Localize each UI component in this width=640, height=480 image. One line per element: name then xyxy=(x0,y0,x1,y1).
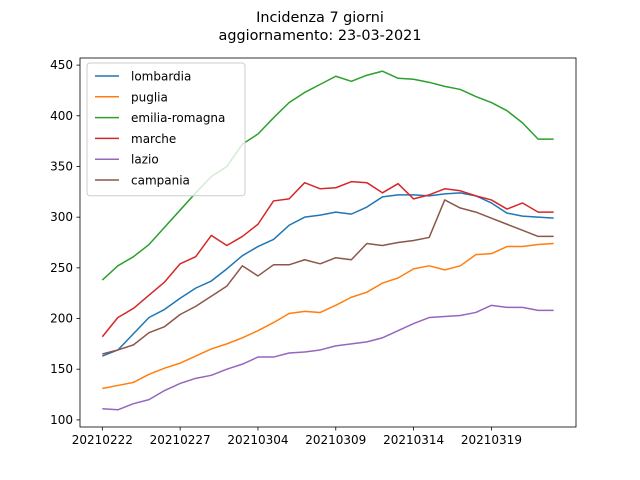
y-tick-label-150: 150 xyxy=(50,362,73,376)
legend-label-marche: marche xyxy=(131,132,176,146)
x-tick-label-20210309: 20210309 xyxy=(305,433,366,447)
series-line-marche xyxy=(101,180,554,338)
series-line-campania xyxy=(102,199,554,355)
x-tick-label-20210222: 20210222 xyxy=(72,433,133,447)
axes-frame xyxy=(79,57,577,428)
series-line-lazio xyxy=(102,304,554,411)
y-tick-label-200: 200 xyxy=(50,312,73,326)
x-tick-label-20210304: 20210304 xyxy=(227,433,288,447)
y-tick-label-100: 100 xyxy=(50,413,73,427)
legend-label-emilia-romagna: emilia-romagna xyxy=(131,111,225,125)
legend-label-lombardia: lombardia xyxy=(131,70,191,84)
series-line-puglia xyxy=(102,242,554,390)
x-tick-label-20210227: 20210227 xyxy=(150,433,211,447)
x-tick-label-20210314: 20210314 xyxy=(383,433,444,447)
x-tick-label-20210319: 20210319 xyxy=(461,433,522,447)
legend-box xyxy=(86,62,246,197)
y-tick-label-450: 450 xyxy=(50,58,73,72)
y-tick-label-300: 300 xyxy=(50,210,73,224)
series-line-emilia-romagna xyxy=(101,70,554,281)
y-tick-label-400: 400 xyxy=(50,109,73,123)
plot-area: 100 150 200 250 300 350 400 450 20210222 20210227… xyxy=(50,57,577,447)
legend-label-campania: campania xyxy=(131,174,190,188)
chart-subtitle: aggiornamento: 23-03-2021 xyxy=(219,28,422,44)
chart-title: Incidenza 7 giorni xyxy=(256,10,384,26)
legend-label-lazio: lazio xyxy=(131,153,159,167)
y-tick-label-250: 250 xyxy=(50,261,73,275)
legend-label-puglia: puglia xyxy=(131,90,168,104)
y-tick-label-350: 350 xyxy=(50,159,73,173)
